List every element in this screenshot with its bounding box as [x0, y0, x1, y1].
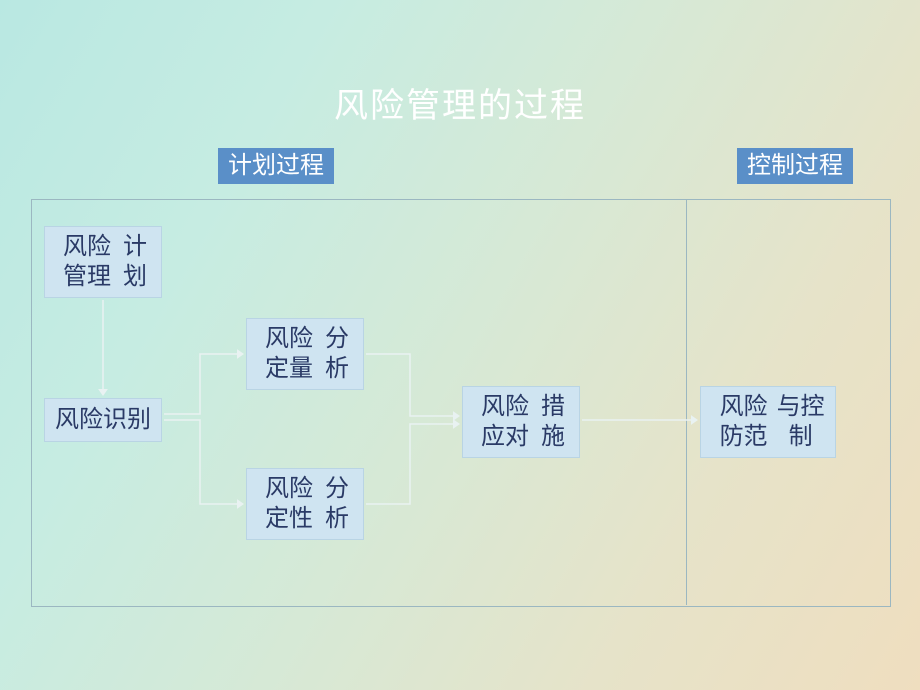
node-control: 风险防范与控制: [700, 386, 836, 458]
header-control: 控制过程: [737, 148, 853, 184]
node-response: 风险应对措施: [462, 386, 580, 458]
node-identify: 风险识别: [44, 398, 162, 442]
diagram-title: 风险管理的过程: [0, 78, 920, 127]
node-plan: 风险管理计划: [44, 226, 162, 298]
header-planning: 计划过程: [218, 148, 334, 184]
region-divider: [686, 199, 687, 605]
node-qual: 风险定性分析: [246, 468, 364, 540]
node-quant: 风险定量分析: [246, 318, 364, 390]
diagram-canvas: 风险管理的过程 计划过程 控制过程 风险管理计划 风险识别 风险定量分析 风险定…: [0, 0, 920, 690]
